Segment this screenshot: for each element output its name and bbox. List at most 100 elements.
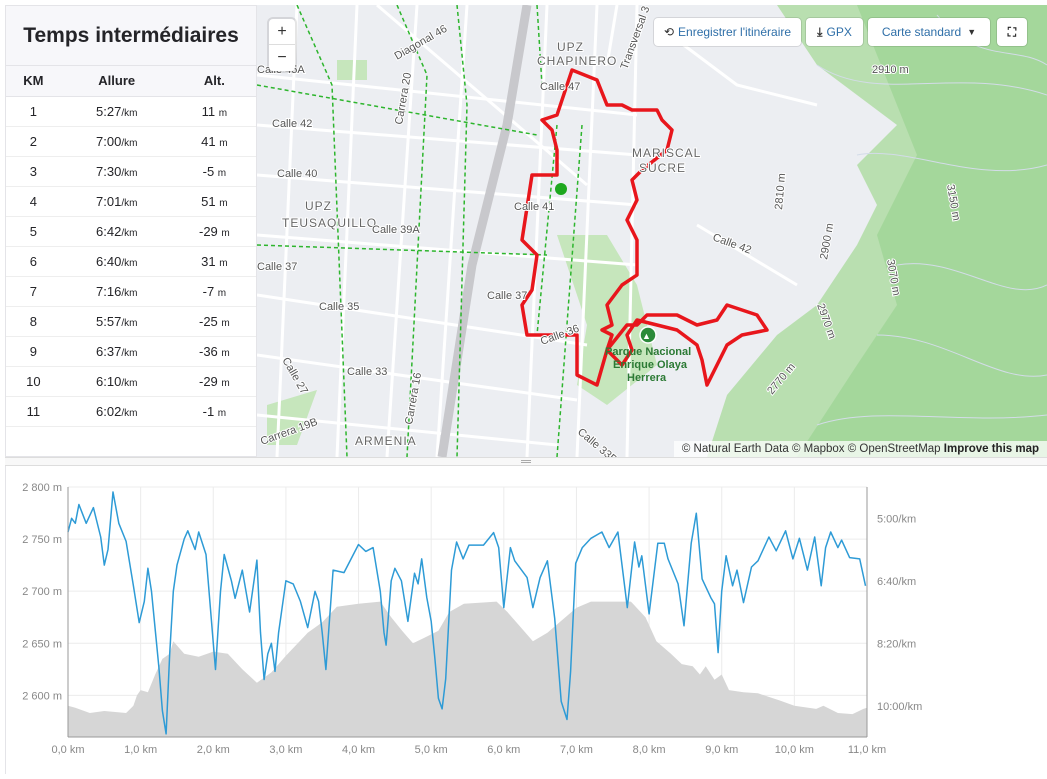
map-label: UPZ	[557, 40, 584, 54]
altitude-area	[68, 601, 867, 737]
gpx-label: GPX	[826, 25, 852, 39]
map-label: Calle 33	[347, 366, 387, 378]
y-tick-label-left: 2 600 m	[22, 690, 62, 702]
split-alt: -1 m	[172, 396, 256, 427]
alt-value: -5	[202, 163, 215, 179]
map-label: SUCRE	[639, 161, 686, 175]
map-attribution: © Natural Earth Data © Mapbox © OpenStre…	[673, 441, 1047, 457]
x-tick-label: 9,0 km	[705, 744, 738, 756]
split-alt: -7 m	[172, 276, 256, 307]
split-row: 7 7:16/km -7 m	[6, 276, 256, 307]
y-tick-label-left: 2 750 m	[22, 534, 62, 546]
split-pace: 6:42/km	[60, 216, 173, 247]
alt-value: 51	[201, 193, 216, 209]
pace-value: 6:42	[96, 223, 122, 239]
alt-value: -1	[202, 403, 215, 419]
resize-handle[interactable]	[5, 457, 1047, 466]
pace-unit: /km	[121, 377, 138, 389]
split-row: 5 6:42/km -29 m	[6, 216, 256, 247]
gpx-download-button[interactable]: ⤓ GPX	[806, 18, 863, 46]
split-pace: 6:10/km	[60, 366, 173, 397]
improve-map-link[interactable]: Improve this map	[943, 443, 1039, 455]
split-km: 4	[6, 186, 61, 217]
split-alt: 51 m	[172, 186, 256, 217]
y-tick-label-right: 8:20/km	[877, 638, 916, 650]
pace-unit: /km	[121, 227, 138, 239]
split-pace: 6:02/km	[60, 396, 173, 427]
map-style-label: Carte standard	[881, 25, 962, 39]
map-label: Diagonal 46	[393, 23, 450, 63]
map-label: Calle 35	[319, 301, 359, 313]
park-area	[267, 60, 367, 445]
split-pace: 7:00/km	[60, 126, 173, 157]
alt-unit: m	[221, 347, 230, 359]
alt-unit: m	[221, 227, 230, 239]
caret-down-icon: ▼	[967, 27, 977, 37]
alt-value: 41	[201, 133, 216, 149]
split-pace: 7:16/km	[60, 276, 173, 307]
split-km: 6	[6, 246, 61, 277]
split-alt: -5 m	[172, 156, 256, 187]
pace-line	[67, 491, 867, 735]
pace-unit: /km	[121, 197, 138, 209]
park-label: Herrera	[627, 372, 667, 384]
pace-value: 6:37	[96, 343, 122, 359]
map-label: Calle 33B	[575, 426, 619, 457]
park-icon	[639, 326, 657, 344]
pace-value: 7:16	[96, 283, 122, 299]
map-label: MARISCAL	[632, 146, 701, 160]
split-row: 9 6:37/km -36 m	[6, 336, 256, 367]
alt-value: -29	[198, 223, 218, 239]
zoom-in-button[interactable]: +	[269, 19, 295, 45]
split-alt: -36 m	[172, 336, 256, 367]
split-alt: -25 m	[172, 306, 256, 337]
pace-value: 6:10	[96, 373, 122, 389]
pace-value: 6:02	[96, 403, 122, 419]
split-km: 1	[6, 96, 61, 127]
zoom-out-button[interactable]: −	[277, 49, 287, 66]
y-tick-label-right: 6:40/km	[877, 576, 916, 588]
x-tick-label: 8,0 km	[633, 744, 666, 756]
split-pace: 7:30/km	[60, 156, 173, 187]
terrain-dark	[797, 5, 1047, 457]
y-tick-label-left: 2 650 m	[22, 638, 62, 650]
fullscreen-button[interactable]: ⛶	[997, 18, 1027, 46]
split-alt: 41 m	[172, 126, 256, 157]
map-label: Carrera 16	[403, 372, 424, 426]
split-pace: 5:27/km	[60, 96, 173, 127]
x-tick-label: 2,0 km	[197, 744, 230, 756]
map-label: TEUSAQUILLO	[282, 216, 377, 230]
map-label: ARMENIA	[355, 434, 417, 448]
save-route-label: Enregistrer l'itinéraire	[678, 25, 792, 39]
park-label: Parque Nacional	[605, 346, 691, 358]
map-style-dropdown[interactable]: Carte standard ▼	[868, 18, 990, 46]
split-row: 8 5:57/km -25 m	[6, 306, 256, 337]
alt-unit: m	[217, 407, 227, 419]
elevation-pace-chart[interactable]: 2 800 m 2 750 m 2 700 m 2 650 m 2 600 m 5:00/…	[5, 466, 1047, 774]
chart-canvas[interactable]: 2 800 m 2 750 m 2 700 m 2 650 m 2 600 m 5:00/…	[6, 466, 1047, 774]
split-pace: 7:01/km	[60, 186, 173, 217]
alt-unit: m	[221, 317, 230, 329]
x-tick-label: 1,0 km	[124, 744, 157, 756]
splits-panel: Temps intermédiaires KM Allure Alt. 1 5:…	[5, 5, 257, 457]
alt-unit: m	[218, 107, 228, 119]
streets	[257, 5, 818, 457]
alt-value: 11	[201, 103, 216, 119]
x-tick-label: 0,0 km	[51, 744, 84, 756]
map-label: Calle 42	[711, 232, 753, 257]
map-label: Calle 37	[487, 290, 527, 302]
alt-unit: m	[219, 137, 228, 149]
map-label: Calle 37	[257, 261, 297, 273]
alt-unit: m	[219, 257, 228, 269]
x-tick-label: 10,0 km	[775, 744, 814, 756]
save-route-button[interactable]: ⟲ Enregistrer l'itinéraire	[654, 18, 801, 46]
contour-label: 2910 m	[872, 64, 909, 76]
route-map[interactable]: ▲ UPZ CHAPINERO Diagonal 46 Calle 45A Ca…	[257, 5, 1047, 457]
split-row: 4 7:01/km 51 m	[6, 186, 256, 217]
alt-unit: m	[219, 197, 228, 209]
park-label: Enrique Olaya	[613, 359, 688, 371]
alt-value: 31	[201, 253, 216, 269]
y-tick-label-left: 2 800 m	[22, 482, 62, 494]
pace-value: 5:27	[96, 103, 122, 119]
map-canvas[interactable]: ▲ UPZ CHAPINERO Diagonal 46 Calle 45A Ca…	[257, 5, 1047, 457]
